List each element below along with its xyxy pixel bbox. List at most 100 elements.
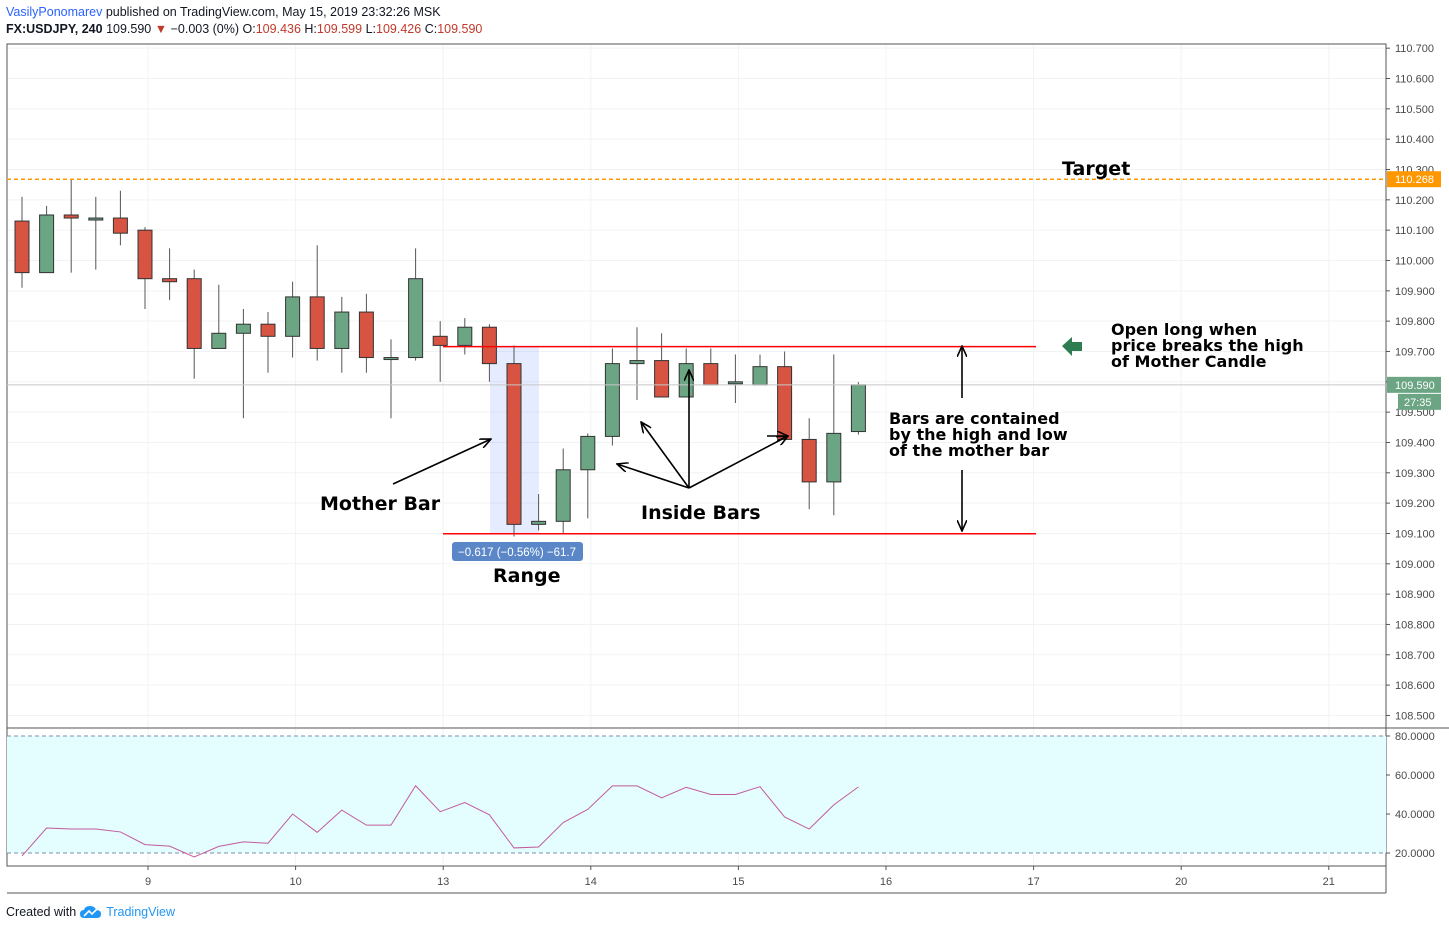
candle [654,333,670,398]
annotation-arrow [392,439,491,485]
tradingview-brand-link[interactable]: TradingView [106,905,175,919]
range-measure-label: −0.617 (−0.56%) −61.7 [458,547,576,559]
footer: Created with TradingView [6,905,175,919]
candle-body [162,278,178,283]
candle [457,318,473,355]
candle [285,281,301,358]
candle-body [211,332,227,349]
price-tick-label: 109.800 [1395,316,1435,328]
annotations: −0.617 (−0.56%) −61.7 Target Mother Bar Ins… [320,158,1304,587]
candle-body [63,214,79,219]
price-tick-label: 109.300 [1395,468,1435,480]
candle [777,351,793,440]
candle [826,354,842,516]
candlestick-series [14,178,866,537]
price-change: −0.003 (0%) [170,22,240,36]
candle-body [752,366,768,386]
time-tick-label: 14 [585,876,597,888]
symbol-name[interactable]: FX:USDJPY, 240 [6,22,103,36]
candle [14,196,30,288]
candle [629,327,645,401]
range-annotation: Range [493,565,560,587]
symbol-legend: FX:USDJPY, 240 109.590 ▼ −0.003 (0%) O:1… [6,22,482,36]
price-tick-label: 110.100 [1395,225,1434,237]
candle-body [457,326,473,346]
last-price-tag [1387,376,1441,393]
candle-body [88,217,104,221]
open-long-annotation: Open long when [1111,320,1257,339]
candle [408,248,424,361]
contained-annotation: of the mother bar [889,441,1049,460]
inside-bars-annotation: Inside Bars [641,502,761,524]
time-tick-label: 13 [437,876,449,888]
candle [727,354,743,404]
candle [481,324,497,382]
candle-body [408,278,424,359]
low-value: 109.426 [376,22,422,36]
candle-body [777,366,793,440]
price-tick-label: 109.100 [1395,528,1435,540]
candle-body [678,363,694,398]
candle-body [39,214,55,274]
rsi-tick-label: 80.0000 [1395,731,1435,743]
candle-body [801,438,817,483]
candle [39,205,55,274]
annotation-arrow [617,464,690,489]
price-tick-label: 110.200 [1395,195,1434,207]
rsi-tick-label: 20.0000 [1395,848,1435,860]
price-tick-label: 109.400 [1395,437,1435,449]
price-tick-label: 108.900 [1395,589,1435,601]
target-annotation: Target [1062,158,1130,180]
price-tick-label: 110.700 [1395,43,1434,55]
time-tick-label: 15 [732,876,744,888]
candle [383,339,399,419]
price-tick-label: 109.900 [1395,286,1435,298]
open-long-annotation: price breaks the high [1111,336,1304,355]
time-tick-label: 9 [145,876,151,888]
mother-bar-annotation: Mother Bar [320,493,441,515]
candle-body [629,360,645,365]
last-price: 109.590 [106,22,152,36]
price-tick-label: 109.500 [1395,407,1435,419]
candle [531,494,547,531]
price-tick-label: 110.600 [1395,74,1434,86]
open-label: O: [242,22,256,36]
created-with-label: Created with [6,905,77,919]
time-tick-label: 21 [1323,876,1335,888]
low-label: L: [365,22,377,36]
candle-body [14,220,30,274]
candle-body [506,363,522,525]
candle [752,354,768,386]
candle-body [383,357,399,361]
candle-body [285,296,301,337]
candle [555,448,571,534]
candle-body [260,323,276,337]
candle-body [850,384,866,433]
candle-body [186,278,202,349]
author-link[interactable]: VasilyPonomarev [6,5,103,19]
open-value: 109.436 [255,22,301,36]
annotation-arrow [641,422,690,489]
time-tick-label: 17 [1027,876,1039,888]
candle-body [604,363,620,437]
price-tick-label: 110.500 [1395,104,1434,116]
price-tick-label: 108.500 [1395,710,1435,722]
candle [358,293,374,373]
candle [88,196,104,270]
countdown-tag [1398,393,1441,410]
countdown-label: 27:35 [1404,397,1432,409]
candle-body [727,381,743,385]
candle-body [358,311,374,359]
candle-body [703,363,719,386]
close-value: 109.590 [437,22,483,36]
candle [63,178,79,273]
target-price-tag [1387,171,1441,188]
time-tick-label: 20 [1175,876,1187,888]
candle [580,433,596,519]
open-long-annotation: of Mother Candle [1111,352,1267,371]
last-price-label: 109.590 [1395,380,1435,392]
candle-body [654,360,670,398]
price-tick-label: 109.700 [1395,346,1435,358]
candle [211,284,227,349]
